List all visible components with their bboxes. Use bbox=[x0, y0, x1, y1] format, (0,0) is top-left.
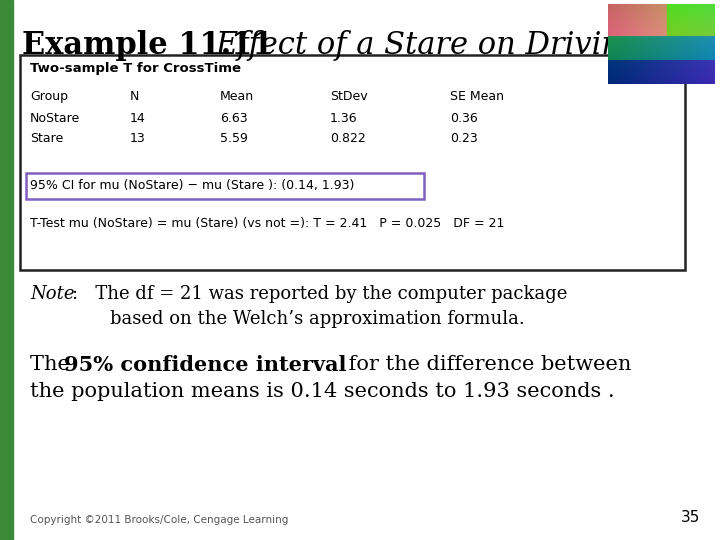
Text: T-Test mu (NoStare) = mu (Stare) (vs not =): T = 2.41   P = 0.025   DF = 21: T-Test mu (NoStare) = mu (Stare) (vs not… bbox=[30, 217, 505, 230]
Text: StDev: StDev bbox=[330, 90, 368, 103]
Bar bbox=[0, 0, 13, 540]
Text: 35: 35 bbox=[680, 510, 700, 525]
Text: Mean: Mean bbox=[220, 90, 254, 103]
Text: 95% confidence interval: 95% confidence interval bbox=[64, 355, 346, 375]
Text: for the difference between: for the difference between bbox=[342, 355, 631, 374]
Text: 6.63: 6.63 bbox=[220, 112, 248, 125]
Text: 0.822: 0.822 bbox=[330, 132, 366, 145]
Text: NoStare: NoStare bbox=[30, 112, 80, 125]
Bar bbox=[20, 55, 685, 270]
Text: The: The bbox=[30, 355, 76, 374]
Text: N: N bbox=[130, 90, 140, 103]
Text: 0.36: 0.36 bbox=[450, 112, 478, 125]
Text: 13: 13 bbox=[130, 132, 145, 145]
Text: 5.59: 5.59 bbox=[220, 132, 248, 145]
Text: Copyright ©2011 Brooks/Cole, Cengage Learning: Copyright ©2011 Brooks/Cole, Cengage Lea… bbox=[30, 515, 289, 525]
Text: based on the Welch’s approximation formula.: based on the Welch’s approximation formu… bbox=[110, 310, 525, 328]
Text: 14: 14 bbox=[130, 112, 145, 125]
Text: SE Mean: SE Mean bbox=[450, 90, 504, 103]
Text: 0.23: 0.23 bbox=[450, 132, 478, 145]
Text: 95% CI for mu (NoStare) − mu (Stare ): (0.14, 1.93): 95% CI for mu (NoStare) − mu (Stare ): (… bbox=[30, 179, 354, 192]
Text: Two-sample T for CrossTime: Two-sample T for CrossTime bbox=[30, 62, 241, 75]
Text: Note: Note bbox=[30, 285, 74, 303]
Bar bbox=[26, 173, 424, 199]
Text: 1.36: 1.36 bbox=[330, 112, 358, 125]
Text: Stare: Stare bbox=[30, 132, 63, 145]
Text: Effect of a Stare on Driving: Effect of a Stare on Driving bbox=[215, 30, 641, 61]
Text: the population means is 0.14 seconds to 1.93 seconds .: the population means is 0.14 seconds to … bbox=[30, 382, 615, 401]
Text: Group: Group bbox=[30, 90, 68, 103]
Text: :   The df = 21 was reported by the computer package: : The df = 21 was reported by the comput… bbox=[72, 285, 567, 303]
Text: Example 11.11: Example 11.11 bbox=[22, 30, 284, 61]
